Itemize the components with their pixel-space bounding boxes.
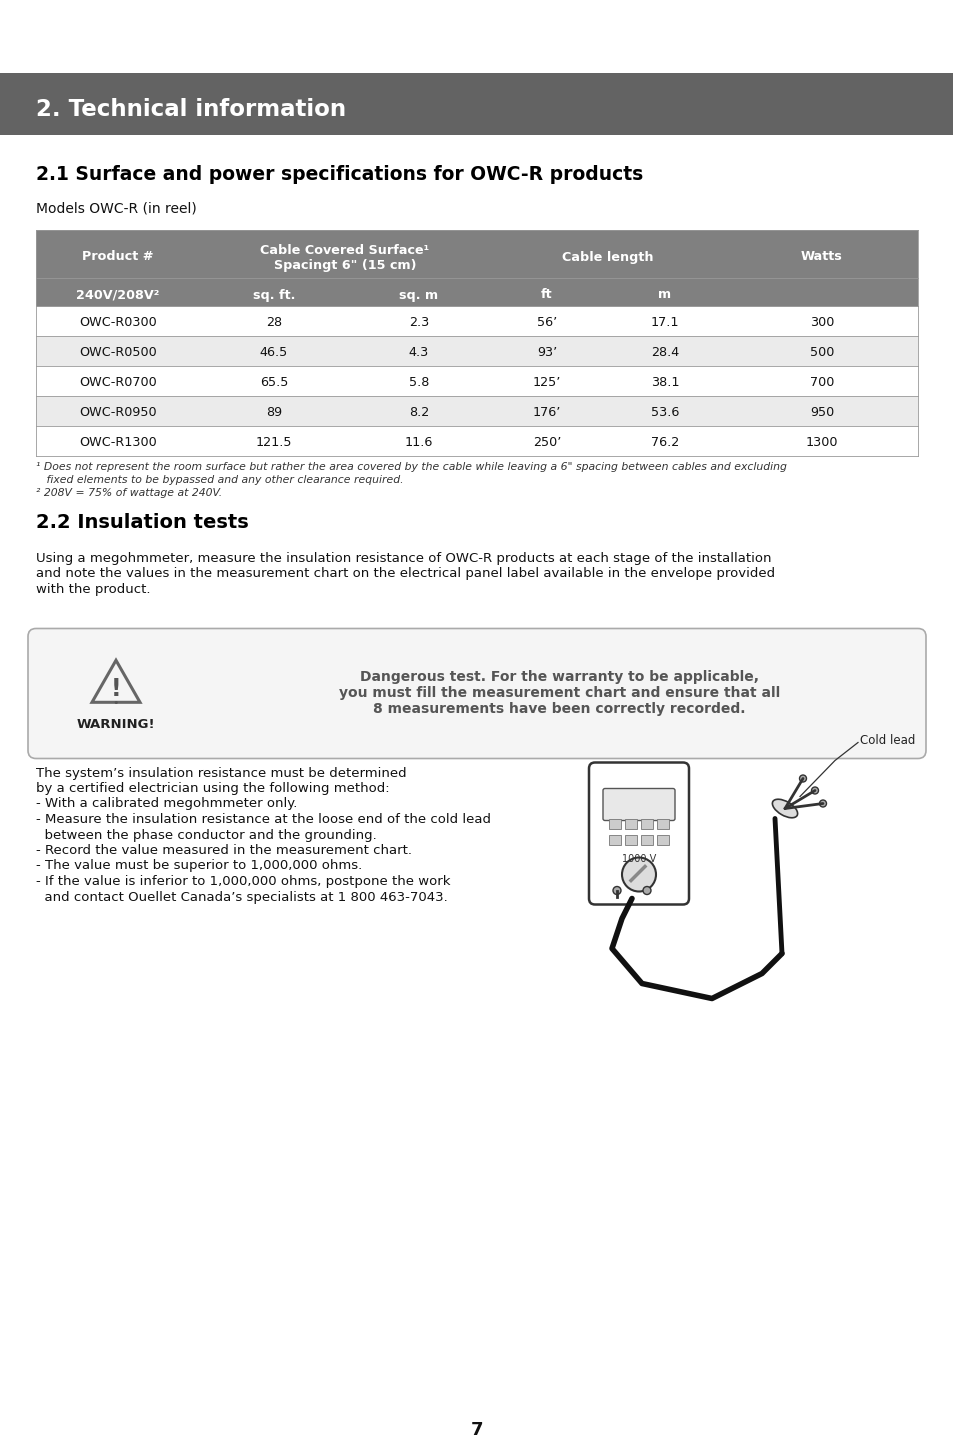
Text: 250’: 250’ [533,437,560,450]
Text: 17.1: 17.1 [650,317,679,330]
Text: 121.5: 121.5 [255,437,292,450]
FancyBboxPatch shape [28,629,925,758]
Text: 2.1 Surface and power specifications for OWC-R products: 2.1 Surface and power specifications for… [36,166,642,184]
Text: 1000 V: 1000 V [621,854,656,864]
Text: 7: 7 [470,1422,483,1439]
Text: 53.6: 53.6 [650,407,679,420]
Circle shape [642,887,650,894]
Text: •: • [112,697,119,707]
Text: with the product.: with the product. [36,584,151,595]
Text: 8 measurements have been correctly recorded.: 8 measurements have been correctly recor… [373,703,745,716]
Text: 46.5: 46.5 [259,347,288,360]
Text: 950: 950 [809,407,833,420]
Text: 4.3: 4.3 [409,347,429,360]
Circle shape [811,787,818,794]
Text: 500: 500 [809,347,833,360]
Text: 8.2: 8.2 [409,407,429,420]
Text: sq. ft.: sq. ft. [253,289,294,302]
Text: Cable length: Cable length [561,251,653,263]
Bar [36,425,917,456]
Text: 93’: 93’ [537,347,557,360]
Text: 11.6: 11.6 [404,437,433,450]
Text: - If the value is inferior to 1,000,000 ohms, postpone the work: - If the value is inferior to 1,000,000 … [36,876,450,889]
Bar [608,835,620,845]
Text: 2.2 Insulation tests: 2.2 Insulation tests [36,513,249,531]
Bar [624,835,637,845]
Text: Watts: Watts [801,251,842,263]
Bar [36,277,917,306]
Text: ft: ft [540,289,552,302]
Text: and contact Ouellet Canada’s specialists at 1 800 463-7043.: and contact Ouellet Canada’s specialists… [36,890,447,903]
Text: 28.4: 28.4 [650,347,679,360]
Text: - Measure the insulation resistance at the loose end of the cold lead: - Measure the insulation resistance at t… [36,813,491,826]
Text: between the phase conductor and the grounding.: between the phase conductor and the grou… [36,829,376,842]
Bar [657,835,668,845]
Text: 240V/208V²: 240V/208V² [76,289,159,302]
Text: Models OWC-R (in reel): Models OWC-R (in reel) [36,200,196,215]
Text: 1300: 1300 [805,437,838,450]
Bar [0,73,953,135]
Text: 700: 700 [809,376,833,389]
Text: Cable Covered Surface¹: Cable Covered Surface¹ [260,244,429,257]
Text: OWC-R0300: OWC-R0300 [79,317,156,330]
Text: 65.5: 65.5 [259,376,288,389]
Text: 76.2: 76.2 [650,437,679,450]
Text: 300: 300 [809,317,833,330]
Text: by a certified electrician using the following method:: by a certified electrician using the fol… [36,783,389,796]
Bar [640,835,652,845]
Circle shape [621,858,656,892]
Text: 38.1: 38.1 [650,376,679,389]
Circle shape [819,800,825,807]
Bar [36,396,917,425]
Text: 125’: 125’ [533,376,560,389]
Text: OWC-R0500: OWC-R0500 [79,347,156,360]
Bar [640,819,652,829]
Bar [657,819,668,829]
Text: 28: 28 [266,317,282,330]
FancyBboxPatch shape [602,788,675,820]
Text: 56’: 56’ [537,317,557,330]
Text: 89: 89 [266,407,282,420]
Circle shape [613,887,620,894]
Text: - With a calibrated megohmmeter only.: - With a calibrated megohmmeter only. [36,797,297,810]
Bar [36,306,917,335]
Text: - Record the value measured in the measurement chart.: - Record the value measured in the measu… [36,844,412,857]
Bar [36,366,917,396]
Text: OWC-R1300: OWC-R1300 [79,437,156,450]
Text: The system’s insulation resistance must be determined: The system’s insulation resistance must … [36,767,406,780]
Text: Cold lead: Cold lead [859,735,915,746]
Text: fixed elements to be bypassed and any other clearance required.: fixed elements to be bypassed and any ot… [36,475,403,485]
Text: 176’: 176’ [533,407,560,420]
Text: 2. Technical information: 2. Technical information [36,97,346,121]
Text: WARNING!: WARNING! [76,717,155,730]
Text: ¹ Does not represent the room surface but rather the area covered by the cable w: ¹ Does not represent the room surface bu… [36,462,786,472]
FancyBboxPatch shape [588,762,688,905]
Text: OWC-R0700: OWC-R0700 [79,376,156,389]
Text: 2.3: 2.3 [409,317,429,330]
Text: m: m [658,289,671,302]
Text: sq. m: sq. m [399,289,438,302]
Text: - The value must be superior to 1,000,000 ohms.: - The value must be superior to 1,000,00… [36,860,362,873]
Bar [36,229,917,277]
Text: Using a megohmmeter, measure the insulation resistance of OWC-R products at each: Using a megohmmeter, measure the insulat… [36,552,771,565]
Text: 5.8: 5.8 [409,376,429,389]
Bar [608,819,620,829]
Text: Spacingt 6" (15 cm): Spacingt 6" (15 cm) [274,258,416,272]
Ellipse shape [772,799,797,817]
Text: !: ! [111,677,121,700]
Text: and note the values in the measurement chart on the electrical panel label avail: and note the values in the measurement c… [36,568,774,581]
Bar [36,335,917,366]
Bar [624,819,637,829]
Circle shape [799,775,805,783]
Text: Product #: Product # [82,251,153,263]
Text: OWC-R0950: OWC-R0950 [79,407,156,420]
Text: Dangerous test. For the warranty to be applicable,: Dangerous test. For the warranty to be a… [359,671,759,684]
Text: you must fill the measurement chart and ensure that all: you must fill the measurement chart and … [338,687,780,700]
Text: ² 208V = 75% of wattage at 240V.: ² 208V = 75% of wattage at 240V. [36,488,222,498]
